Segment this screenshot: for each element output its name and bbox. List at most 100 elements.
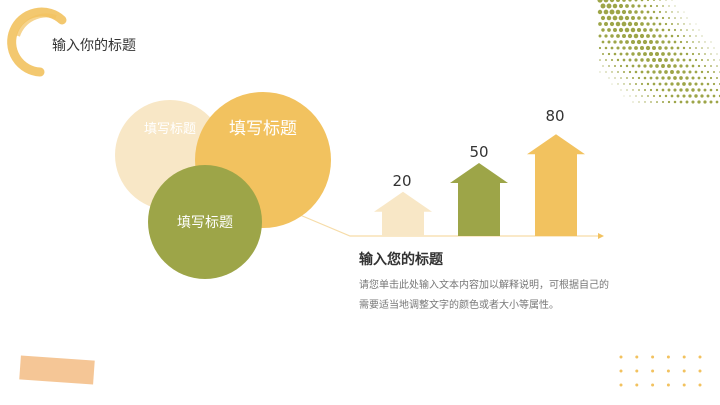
halftone-dot <box>625 40 629 44</box>
halftone-dot <box>644 89 646 91</box>
halftone-dot <box>649 64 653 68</box>
halftone-dot <box>609 9 615 15</box>
halftone-dot <box>697 100 701 104</box>
halftone-dot <box>689 35 691 37</box>
halftone-dot <box>670 70 674 74</box>
halftone-dot <box>670 82 674 86</box>
halftone-dot <box>636 39 642 45</box>
halftone-dot <box>640 22 644 26</box>
halftone-dot <box>657 57 663 63</box>
halftone-dot <box>631 64 635 68</box>
halftone-dot <box>617 71 619 73</box>
halftone-dot <box>598 34 602 38</box>
axis-arrowhead-icon <box>598 233 604 239</box>
halftone-dot <box>670 34 674 38</box>
halftone-dot <box>667 76 671 80</box>
halftone-dot <box>697 76 701 80</box>
halftone-dot <box>646 58 650 62</box>
halftone-dot <box>667 100 671 104</box>
halftone-dot <box>611 83 613 85</box>
grid-dot <box>698 355 702 359</box>
halftone-dot <box>701 59 703 61</box>
halftone-dot <box>640 70 644 74</box>
halftone-dot <box>679 52 683 56</box>
halftone-dot <box>716 65 718 67</box>
halftone-dot <box>667 64 671 68</box>
halftone-dot <box>667 40 671 44</box>
halftone-dot <box>664 58 668 62</box>
value-label: 80 <box>545 107 565 125</box>
grid-dot <box>666 355 670 359</box>
halftone-dot <box>628 0 632 2</box>
halftone-dot <box>600 15 606 21</box>
halftone-dot <box>605 59 607 61</box>
halftone-dot <box>640 10 644 14</box>
halftone-dot <box>625 4 629 8</box>
halftone-dot <box>621 9 627 15</box>
halftone-dot <box>697 88 701 92</box>
halftone-dot <box>629 83 631 85</box>
halftone-dot <box>692 29 694 31</box>
grid-dot <box>698 383 702 387</box>
halftone-dot <box>658 10 662 14</box>
halftone-dot <box>618 15 624 21</box>
halftone-dot <box>655 4 659 8</box>
halftone-dot <box>622 46 626 50</box>
halftone-dot <box>597 9 603 15</box>
halftone-dot <box>637 76 641 80</box>
halftone-dot <box>609 0 615 3</box>
halftone-dot <box>624 15 630 21</box>
grid-dot <box>651 355 655 359</box>
halftone-dot <box>658 94 662 98</box>
halftone-dot <box>597 0 603 3</box>
halftone-dot <box>631 16 635 20</box>
halftone-dot <box>692 41 694 43</box>
halftone-dot <box>686 17 688 19</box>
halftone-dot <box>691 76 695 80</box>
halftone-dot <box>604 22 608 26</box>
halftone-dot <box>598 46 602 50</box>
halftone-dot <box>688 70 692 74</box>
halftone-dot <box>700 94 704 98</box>
halftone-dot <box>655 28 659 32</box>
halftone-dot <box>676 46 680 50</box>
page-title: 输入你的标题 <box>52 38 136 54</box>
halftone-dot <box>618 3 624 9</box>
halftone-dot <box>613 52 617 56</box>
halftone-dot <box>691 64 695 68</box>
halftone-dot <box>610 34 614 38</box>
halftone-dot <box>640 82 644 86</box>
halftone-dot <box>640 0 644 2</box>
halftone-dot <box>673 76 677 80</box>
halftone-dot <box>679 100 683 104</box>
halftone-dot <box>615 9 621 15</box>
halftone-dot <box>617 83 619 85</box>
halftone-dot <box>601 28 605 32</box>
grid-dot <box>651 369 655 373</box>
halftone-dot <box>635 83 637 85</box>
halftone-dot <box>679 88 683 92</box>
halftone-dot <box>643 4 647 8</box>
halftone-dot <box>688 94 692 98</box>
halftone-dot <box>626 89 628 91</box>
halftone-dot <box>661 88 665 92</box>
value-label: 20 <box>392 172 412 190</box>
halftone-dot <box>646 10 650 14</box>
halftone-dot <box>619 52 623 56</box>
halftone-dot <box>679 40 683 44</box>
halftone-dot <box>628 58 632 62</box>
halftone-dot <box>698 53 700 55</box>
grid-dot <box>666 369 670 373</box>
halftone-dot <box>664 94 668 98</box>
halftone-dot <box>658 82 662 86</box>
halftone-dot <box>673 100 677 104</box>
halftone-dot <box>670 22 674 26</box>
halftone-dot <box>615 0 621 3</box>
circle-green: 填写标题 <box>148 165 262 279</box>
halftone-dot <box>649 76 653 80</box>
halftone-dot <box>668 5 670 7</box>
halftone-dot <box>628 70 632 74</box>
halftone-dot <box>668 17 670 19</box>
halftone-dot <box>616 46 620 50</box>
halftone-dot <box>638 101 640 103</box>
